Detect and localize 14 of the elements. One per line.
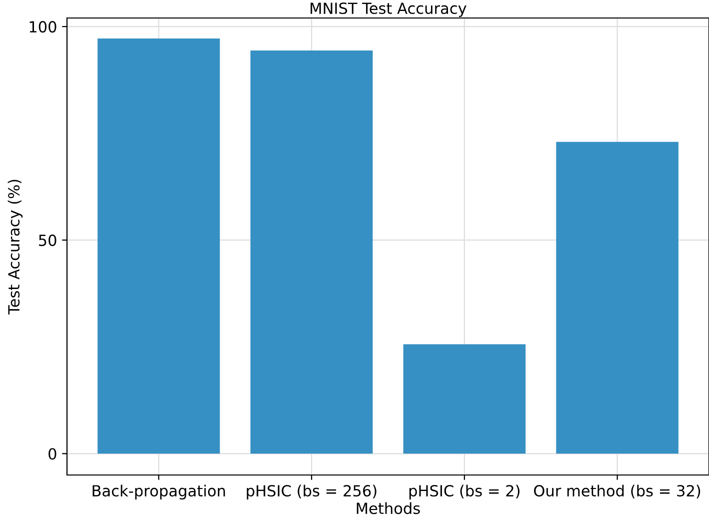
- x-tick-label: pHSIC (bs = 2): [409, 484, 520, 500]
- chart-title: MNIST Test Accuracy: [310, 2, 466, 18]
- x-tick-label: pHSIC (bs = 256): [246, 484, 376, 500]
- x-axis-title: Methods: [356, 502, 420, 514]
- bar: [403, 344, 526, 454]
- bar: [250, 50, 373, 454]
- x-tick-label: Back-propagation: [92, 484, 225, 500]
- y-axis-title: Test Accuracy (%): [8, 180, 23, 315]
- x-tick-label: Our method (bs = 32): [534, 484, 700, 498]
- bar: [556, 142, 678, 454]
- bar: [98, 38, 220, 454]
- y-tick-label: 100: [30, 21, 56, 33]
- y-tick-label: 50: [39, 234, 56, 246]
- y-tick-label: 0: [48, 448, 56, 460]
